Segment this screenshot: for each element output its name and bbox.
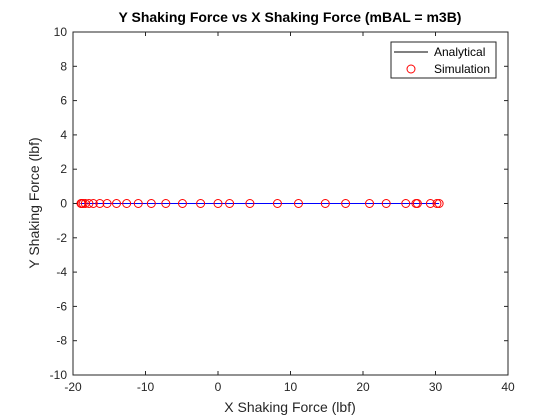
simulation-point [84, 199, 94, 208]
simulation-point [112, 199, 121, 208]
simulation-point [401, 199, 411, 208]
simulation-point [122, 199, 132, 208]
y-axis-title: Y Shaking Force (lbf) [26, 137, 42, 268]
simulation-point [412, 199, 422, 208]
simulation-point [161, 199, 171, 208]
simulation-point [146, 199, 156, 208]
simulation-point [95, 199, 105, 208]
simulation-point [225, 199, 235, 208]
y-tick-label: -10 [50, 368, 68, 382]
legend-simulation-swatch [406, 64, 416, 74]
y-tick-label: 0 [60, 197, 67, 211]
y-tick-label: 6 [60, 94, 67, 108]
y-tick-label: -2 [56, 231, 67, 245]
simulation-point [293, 199, 303, 208]
x-tick-label: -10 [137, 380, 155, 394]
x-tick-label: 10 [284, 380, 298, 394]
simulation-point [425, 199, 435, 208]
simulation-point [245, 199, 255, 208]
simulation-point [133, 199, 143, 208]
x-axis-title: X Shaking Force (lbf) [224, 399, 356, 415]
simulation-point [381, 199, 391, 208]
legend-analytical-label: Analytical [434, 45, 485, 59]
simulation-point [196, 199, 206, 208]
y-tick-label: -6 [56, 299, 67, 313]
x-tick-label: -20 [64, 380, 82, 394]
simulation-point [320, 199, 330, 208]
simulation-point [102, 199, 112, 208]
x-tick-label: 20 [356, 380, 370, 394]
y-tick-label: 4 [60, 128, 67, 142]
simulation-point [365, 199, 375, 208]
simulation-point [341, 199, 351, 208]
simulation-point [272, 199, 282, 208]
y-tick-label: 10 [54, 25, 68, 39]
legend: Analytical Simulation [390, 41, 497, 79]
y-tick-label: -4 [56, 265, 67, 279]
simulation-point [177, 199, 187, 208]
y-tick-label: 8 [60, 59, 67, 73]
simulation-point [434, 199, 444, 208]
x-tick-label: 40 [501, 380, 515, 394]
simulation-point [432, 199, 442, 208]
x-tick-label: 30 [429, 380, 443, 394]
chart-title: Y Shaking Force vs X Shaking Force (mBAL… [119, 9, 462, 25]
x-tick-label: 0 [215, 380, 222, 394]
simulation-point [78, 199, 88, 208]
simulation-point [88, 199, 98, 208]
y-tick-label: 2 [60, 162, 67, 176]
legend-simulation-label: Simulation [434, 62, 490, 76]
series-layer [76, 199, 444, 208]
y-tick-label: -8 [56, 334, 67, 348]
simulation-point [213, 199, 223, 208]
